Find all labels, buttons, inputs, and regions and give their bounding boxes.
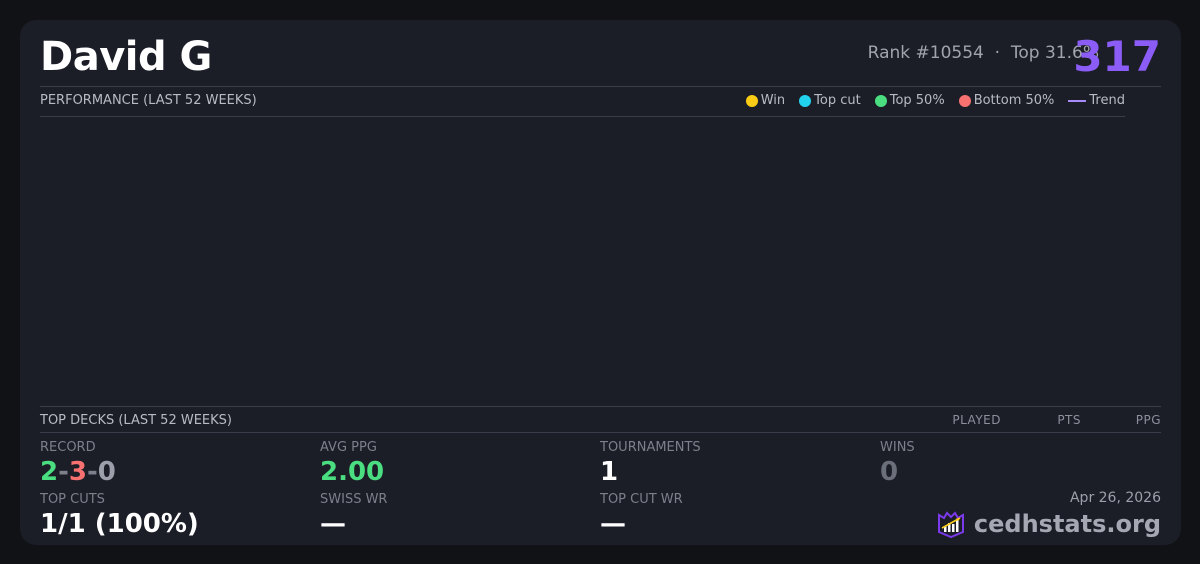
- cedhstats-logo-icon: [937, 511, 964, 539]
- stat-value: 0: [880, 457, 899, 487]
- stat-top-cut-wr: TOP CUT WR —: [600, 492, 683, 539]
- sep: -: [86, 457, 98, 487]
- trend-line-icon: [1068, 99, 1087, 102]
- legend-label: Trend: [1089, 93, 1125, 108]
- stat-value: 1/1 (100%): [40, 509, 199, 539]
- legend-top-50: Top 50%: [874, 93, 945, 108]
- divider: [40, 86, 1161, 87]
- record-wins: 2: [40, 457, 59, 487]
- divider: [40, 116, 1125, 117]
- stat-avg-ppg: AVG PPG 2.00: [320, 440, 384, 487]
- legend-top-cut: Top cut: [799, 93, 861, 108]
- top-percent: Top 31.6%: [1010, 43, 1099, 63]
- sep: -: [58, 457, 69, 487]
- col-ppg[interactable]: PPG: [1135, 413, 1161, 427]
- stat-label: RECORD: [40, 440, 96, 455]
- stat-label: TOURNAMENTS: [600, 440, 701, 455]
- legend-trend: Trend: [1068, 93, 1125, 108]
- rank: Rank #10554: [867, 43, 984, 63]
- legend-label: Top 50%: [889, 93, 945, 108]
- stat-swiss-wr: SWISS WR —: [320, 492, 387, 539]
- player-card: David G Rank #10554 · Top 31.6% 317 PERF…: [20, 20, 1181, 545]
- score: 317: [1073, 32, 1161, 81]
- performance-chart: [40, 117, 1125, 405]
- date: Apr 26, 2026: [1069, 490, 1161, 506]
- brand-name: cedhstats.org: [973, 510, 1161, 538]
- separator: ·: [994, 43, 1001, 63]
- divider: [40, 432, 1161, 433]
- stat-record: RECORD 2-3-0: [40, 440, 116, 487]
- stat-label: TOP CUT WR: [600, 492, 683, 507]
- stat-value: 1: [600, 457, 619, 487]
- legend-label: Top cut: [814, 93, 861, 108]
- stat-tournaments: TOURNAMENTS 1: [600, 440, 701, 487]
- legend-label: Win: [760, 93, 786, 108]
- stat-label: WINS: [880, 440, 915, 455]
- stat-value: 2.00: [320, 457, 385, 487]
- win-dot-icon: [745, 94, 758, 107]
- stat-wins: WINS 0: [880, 440, 915, 487]
- chart-legend: Win Top cut Top 50% Bottom 50% Trend: [745, 93, 1125, 108]
- bottom-50-dot-icon: [958, 94, 971, 107]
- stat-value: —: [600, 509, 626, 539]
- stat-top-cuts: TOP CUTS 1/1 (100%): [40, 492, 199, 539]
- top-50-dot-icon: [874, 94, 887, 107]
- top-cut-dot-icon: [799, 94, 812, 107]
- performance-title: PERFORMANCE (LAST 52 WEEKS): [40, 93, 257, 108]
- col-pts[interactable]: PTS: [1057, 413, 1081, 427]
- player-name: David G: [40, 34, 212, 80]
- legend-win: Win: [745, 93, 786, 108]
- stat-value: —: [320, 509, 346, 539]
- legend-label: Bottom 50%: [973, 93, 1055, 108]
- stat-label: AVG PPG: [320, 440, 377, 455]
- deck-columns: PLAYED PTS PPG: [941, 413, 1161, 427]
- stat-label: SWISS WR: [320, 492, 388, 507]
- stat-label: TOP CUTS: [40, 492, 105, 507]
- col-played[interactable]: PLAYED: [952, 413, 1001, 427]
- rank-line: Rank #10554 · Top 31.6%: [868, 43, 1099, 63]
- brand[interactable]: cedhstats.org: [936, 509, 1161, 539]
- record-losses: 3: [68, 457, 87, 487]
- divider: [40, 406, 1161, 407]
- record-draws: 0: [97, 457, 116, 487]
- legend-bottom-50: Bottom 50%: [958, 93, 1055, 108]
- top-decks-title: TOP DECKS (LAST 52 WEEKS): [40, 413, 232, 428]
